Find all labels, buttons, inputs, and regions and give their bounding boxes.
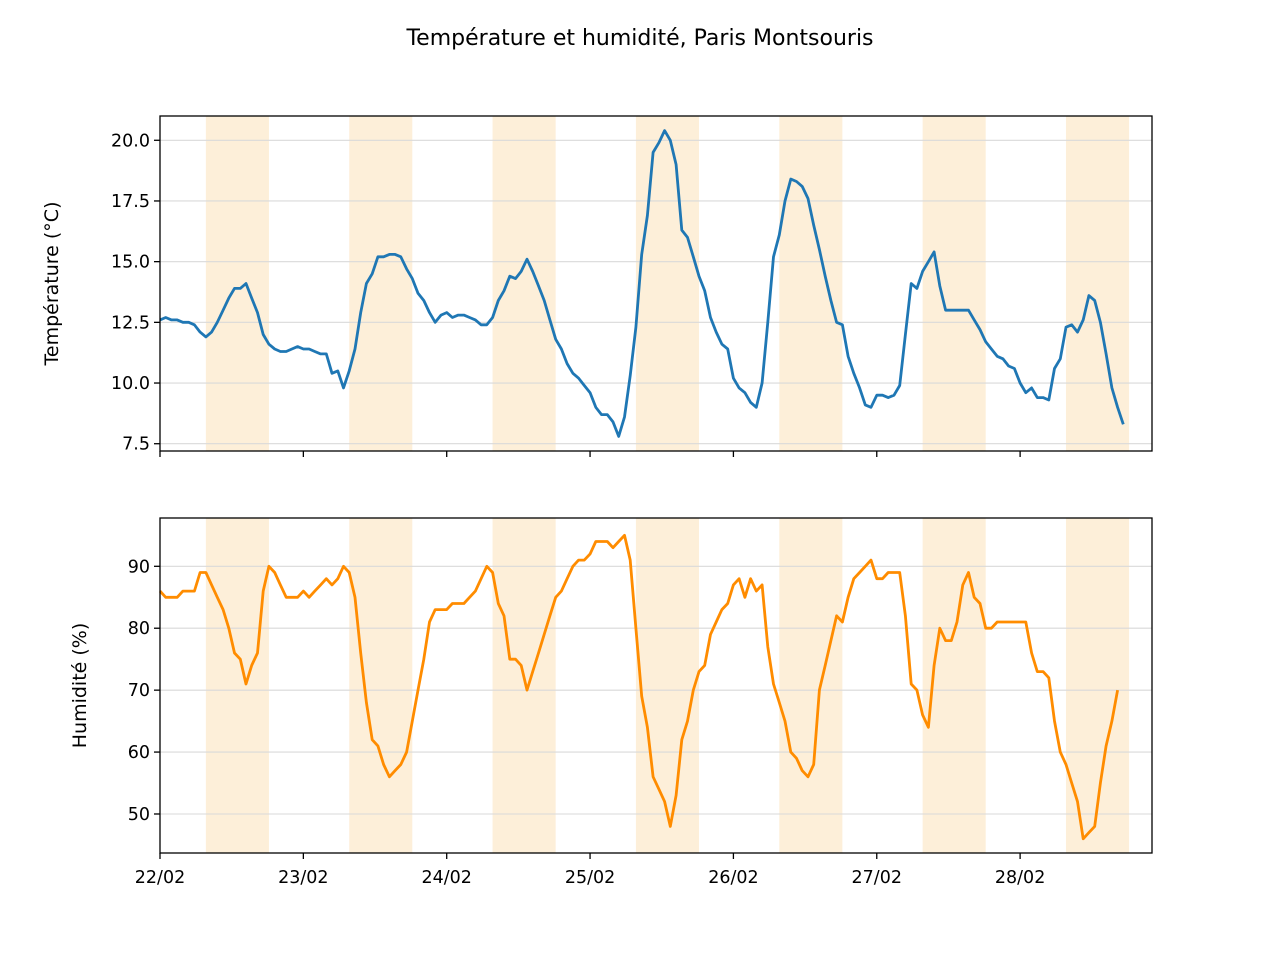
y-tick-label: 70 — [128, 681, 150, 701]
y-tick-label: 90 — [128, 557, 150, 577]
x-axis: 22/02 23/02 24/02 25/02 26/02 27/02 28/02 — [135, 868, 1046, 888]
y-tick-label: 50 — [128, 805, 150, 825]
y-tick-label: 80 — [128, 619, 150, 639]
daytime-band — [492, 518, 556, 853]
y-axis-label: Température (°C) — [41, 202, 63, 367]
y-tick-label: 20.0 — [111, 131, 150, 151]
daytime-band — [492, 116, 556, 451]
y-tick-label: 15.0 — [111, 253, 150, 273]
x-tick-label: 25/02 — [565, 868, 615, 888]
daytime-band — [635, 518, 700, 853]
y-axis-label: Humidité (%) — [69, 623, 91, 749]
daytime-band — [779, 518, 843, 853]
daytime-band — [205, 116, 269, 451]
x-tick-label: 22/02 — [135, 868, 185, 888]
humidity-panel: 50 60 70 80 90 Humidité (%) — [69, 517, 1153, 859]
y-tick-label: 17.5 — [111, 192, 150, 212]
y-tick-label: 10.0 — [111, 374, 150, 394]
daytime-band — [635, 116, 700, 451]
daytime-band — [779, 116, 843, 451]
daytime-band — [349, 518, 413, 853]
x-tick-label: 23/02 — [278, 868, 328, 888]
temperature-line — [159, 129, 1125, 438]
plot-frame — [159, 115, 1153, 452]
x-tick-label: 26/02 — [708, 868, 758, 888]
x-tick-label: 28/02 — [995, 868, 1045, 888]
plot-frame — [159, 517, 1153, 854]
humidity-line — [158, 533, 1119, 841]
temperature-panel: 7.5 10.0 12.5 15.0 17.5 20.0 Température (°C) — [41, 115, 1153, 457]
y-tick-label: 7.5 — [122, 435, 150, 455]
daytime-band — [205, 518, 269, 853]
daytime-band — [349, 116, 413, 451]
x-tick-label: 27/02 — [852, 868, 902, 888]
daytime-band — [1065, 116, 1130, 451]
y-tick-label: 12.5 — [111, 313, 150, 333]
y-tick-label: 60 — [128, 743, 150, 763]
daytime-band — [922, 116, 986, 451]
chart-title: Température et humidité, Paris Montsouri… — [405, 26, 873, 51]
x-tick-label: 24/02 — [421, 868, 471, 888]
